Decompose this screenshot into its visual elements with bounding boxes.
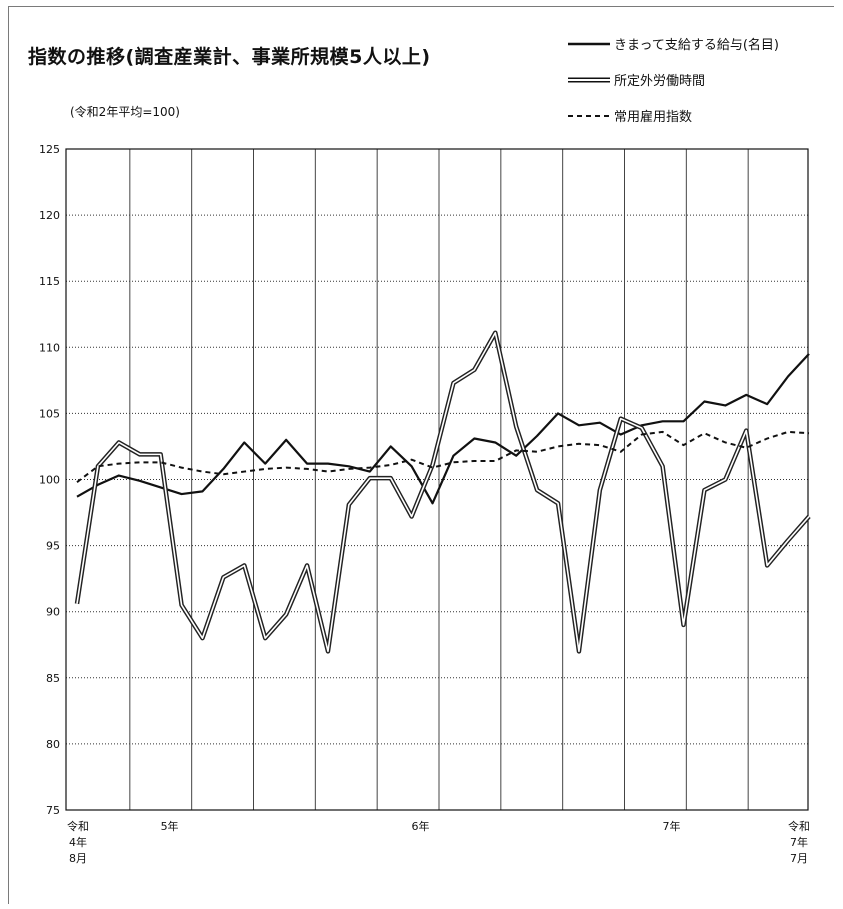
y-tick-label: 105	[39, 407, 60, 420]
legend: きまって支給する給与(名目) 所定外労働時間 常用雇用指数	[568, 30, 818, 138]
legend-label-wages: きまって支給する給与(名目)	[614, 34, 779, 53]
x-tick-label: 令和	[788, 819, 810, 833]
data-point-employment	[787, 431, 788, 432]
legend-swatch-solid	[568, 37, 610, 51]
y-tick-label: 100	[39, 474, 60, 487]
x-tick-label: 令和	[67, 819, 89, 833]
y-tick-label: 95	[46, 540, 60, 553]
series-line-overtime-inner	[77, 333, 809, 652]
x-tick-label: 5年	[161, 819, 179, 833]
x-tick-label: 6年	[412, 819, 430, 833]
y-tick-label: 80	[46, 738, 60, 751]
y-tick-label: 115	[39, 275, 60, 288]
x-tick-label: 4年	[69, 835, 87, 849]
series-line-overtime-outer	[77, 333, 809, 652]
legend-item-employment: 常用雇用指数	[568, 102, 818, 138]
data-point-employment	[390, 464, 391, 465]
x-tick-label: 7月	[790, 852, 808, 865]
series-line-employment	[77, 432, 809, 482]
y-tick-label: 85	[46, 672, 60, 685]
data-point-employment	[495, 460, 496, 461]
chart-title: 指数の推移(調査産業計、事業所規模5人以上)	[28, 42, 431, 69]
legend-swatch-dashed	[568, 109, 610, 123]
x-tick-label: 7年	[790, 835, 808, 849]
y-tick-label: 110	[39, 341, 60, 354]
data-point-employment	[202, 471, 203, 472]
data-point-employment	[327, 471, 328, 472]
legend-label-employment: 常用雇用指数	[614, 106, 692, 125]
data-point-employment	[704, 433, 705, 434]
data-point-employment	[265, 468, 266, 469]
legend-item-overtime: 所定外労働時間	[568, 66, 818, 102]
legend-item-wages: きまって支給する給与(名目)	[568, 30, 818, 66]
x-tick-label: 7年	[663, 819, 681, 833]
y-tick-label: 125	[39, 143, 60, 156]
legend-label-overtime: 所定外労働時間	[614, 70, 705, 89]
legend-swatch-double	[568, 73, 610, 87]
x-tick-label: 8月	[69, 852, 87, 865]
data-point-employment	[599, 445, 600, 446]
y-tick-label: 120	[39, 209, 60, 222]
chart-subtitle: (令和2年平均=100)	[70, 103, 180, 120]
y-tick-label: 90	[46, 606, 60, 619]
y-tick-label: 75	[46, 804, 60, 817]
